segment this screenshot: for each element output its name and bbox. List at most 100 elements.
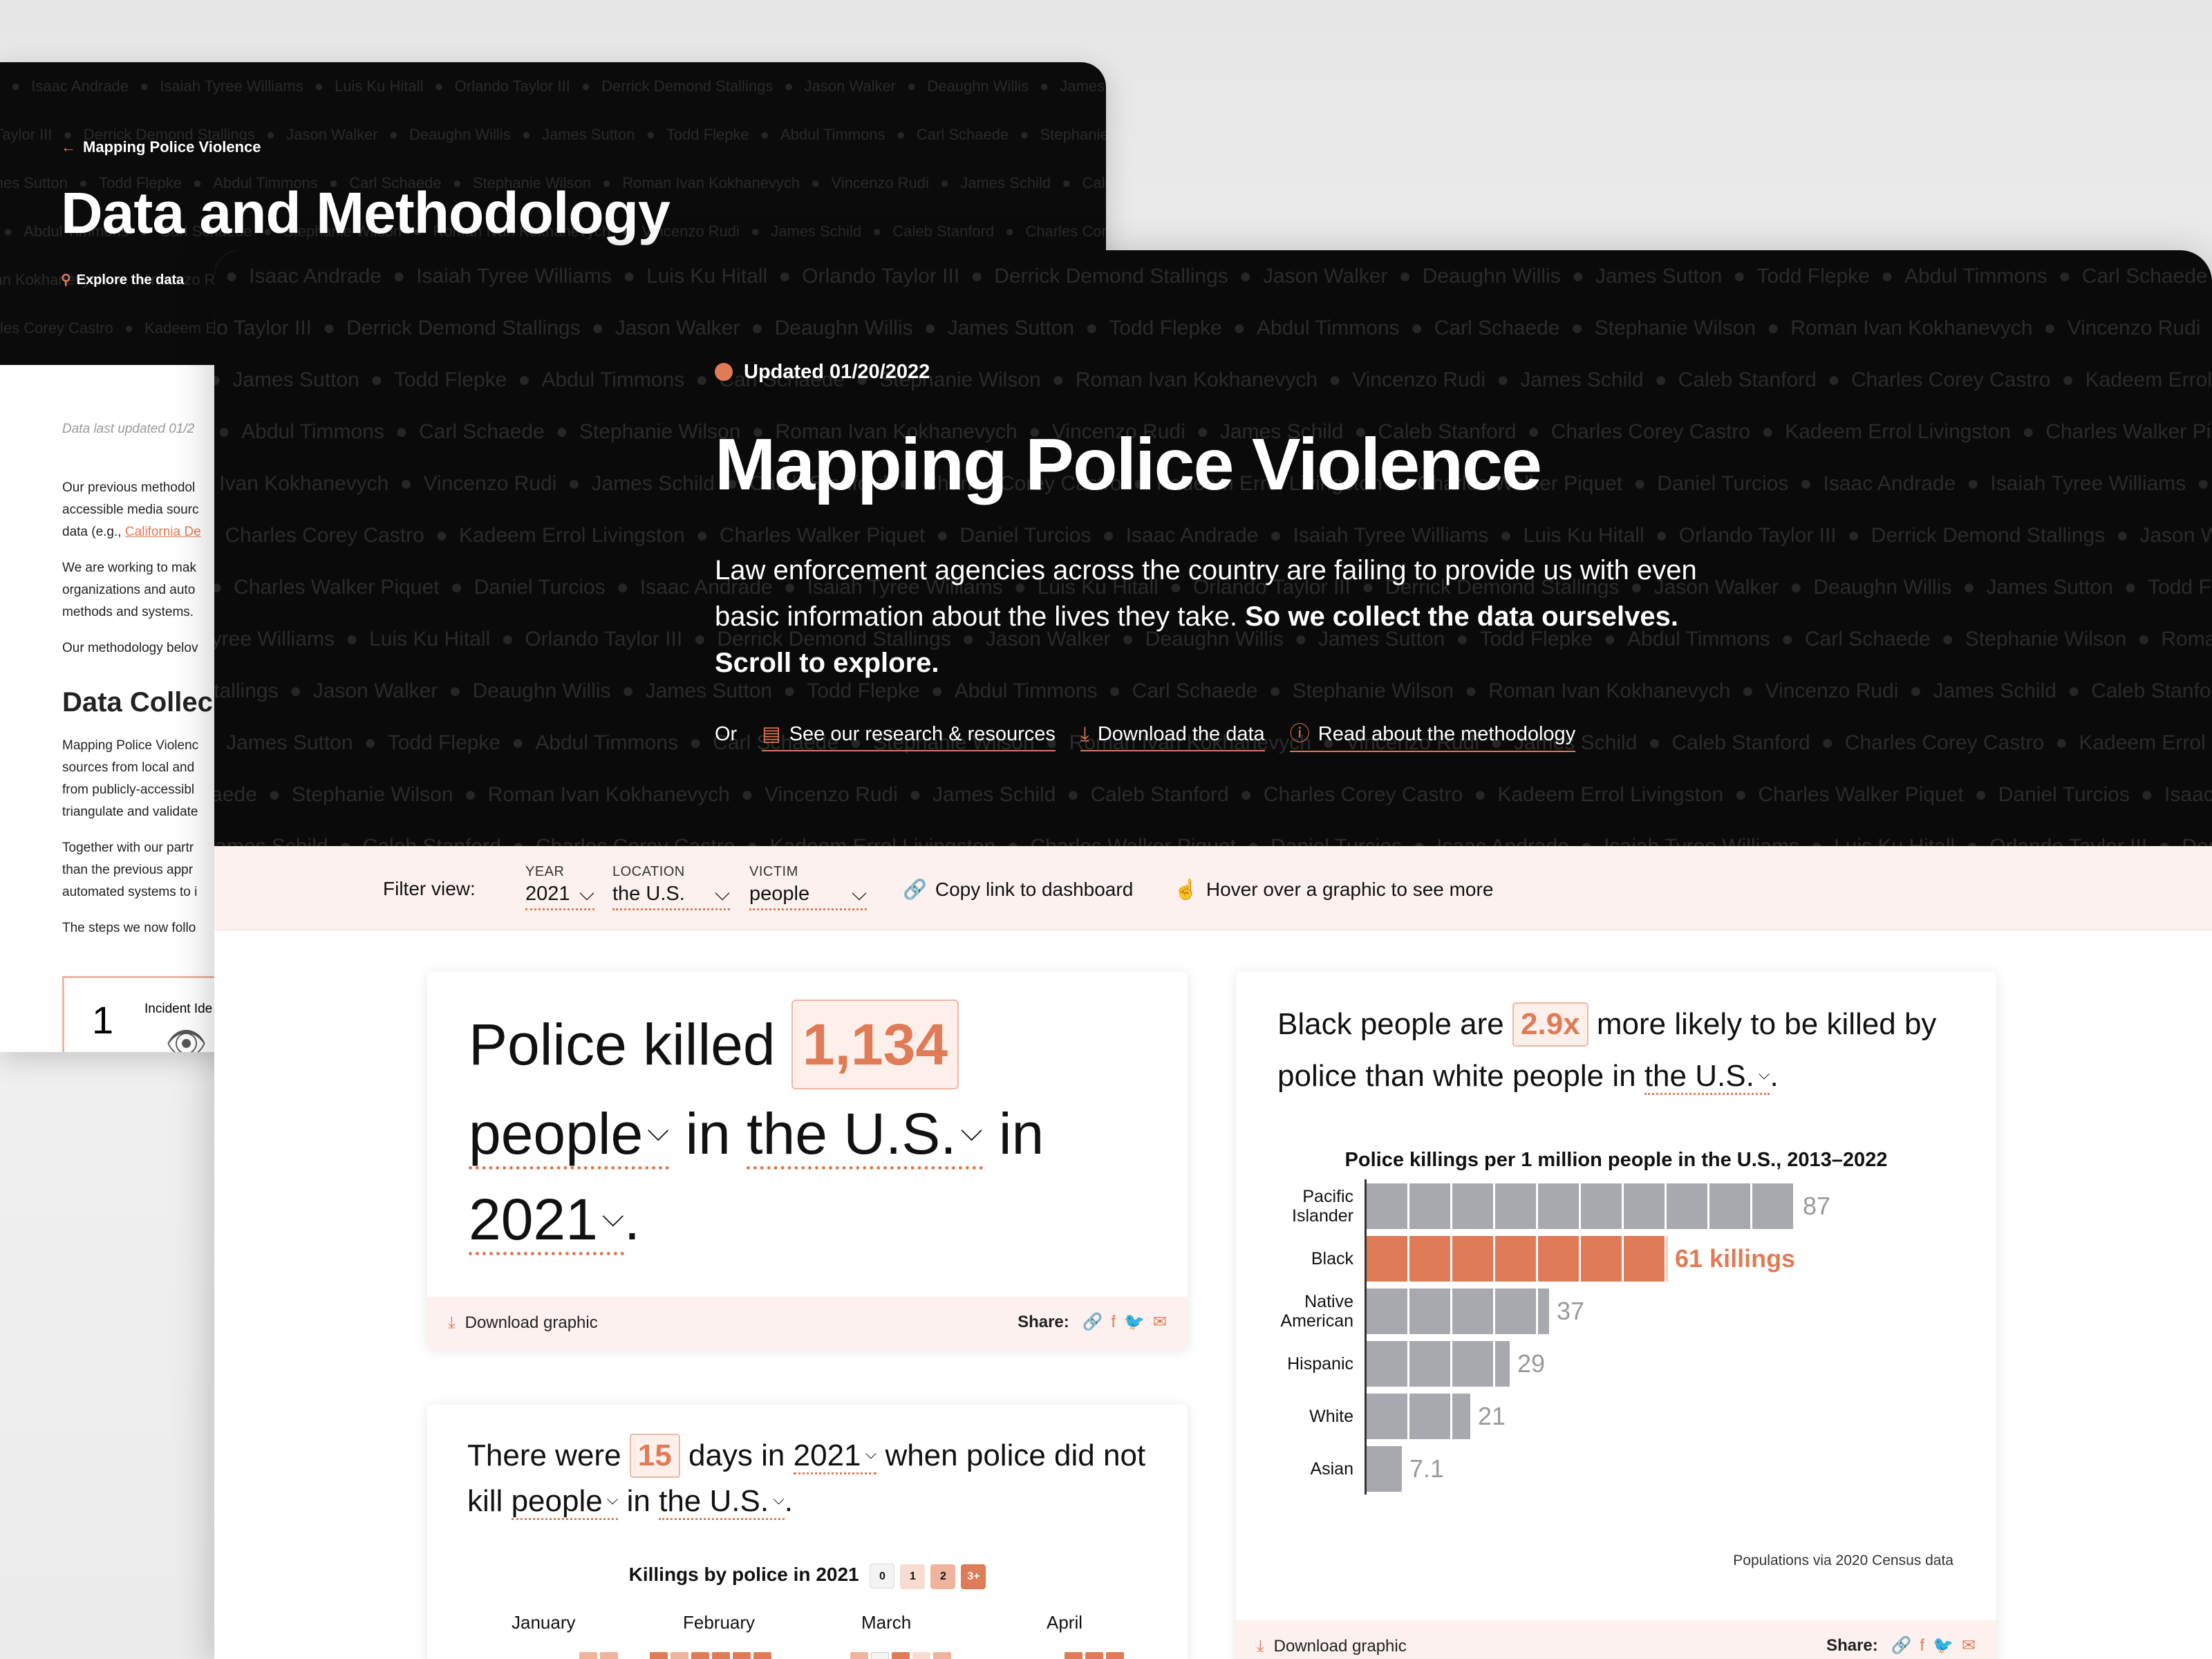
year-select[interactable]: YEAR 2021 ⌵ [525,864,594,910]
link-icon[interactable]: 🔗 [1082,1313,1103,1331]
twitter-icon[interactable]: 🐦 [1124,1313,1145,1331]
calendar-day[interactable] [650,1652,668,1659]
updated-badge: Updated 01/20/2022 [715,361,930,384]
bar[interactable] [1367,1183,1795,1229]
victim-name: Orlando Taylor III [423,77,570,95]
link-icon[interactable]: 🔗 [1891,1636,1912,1655]
names-row: Abdul TimmonsCarl SchaedeStephanie Wilso… [214,406,2212,458]
victim-name: Vincenzo Rudi [2032,317,2200,339]
victim-select[interactable]: VICTIM people ⌵ [749,864,867,910]
download-icon: ⤓ [448,1313,456,1332]
explore-data-link[interactable]: ⚲ Explore the data [61,272,185,288]
card-footer: ⤓ Download graphic Share: 🔗 f 🐦 ✉ [427,1297,1188,1349]
victim-name: James Schild [929,174,1051,191]
victim-inline-select[interactable]: people ⌵ [511,1483,619,1520]
year-inline-select[interactable]: 2021 ⌵ [793,1438,877,1474]
victim-name: Charles Corey Castro [888,472,1122,495]
calendar-day[interactable] [933,1652,951,1659]
bar[interactable] [1367,1446,1402,1492]
days-statement: There were 15 days in 2021 ⌵ when police … [467,1432,1159,1523]
download-graphic-button[interactable]: ⤓ Download graphic [448,1313,598,1332]
calendar-day[interactable] [892,1652,910,1659]
download-graphic-button[interactable]: ⤓ Download graphic [1257,1637,1407,1656]
methodology-link[interactable]: ⓘ Read about the methodology [1289,718,1576,752]
victim-name: Charles Corey Castro [1810,731,2045,754]
victim-name: Caleb Stanford [1056,783,1228,806]
victim-name: Orlando Taylor III [1159,576,1351,599]
email-icon[interactable]: ✉ [1961,1636,1976,1655]
legend-item: 0 [870,1564,895,1588]
names-row: Orlando Taylor IIIDerrick Demond Stallin… [0,111,1106,159]
calendar-day[interactable] [691,1652,709,1659]
victim-name: James Sutton [611,679,773,702]
victim-name: Kadeem Errol Livingston [1463,783,1723,806]
calendar-day[interactable] [671,1652,688,1659]
location-inline-select[interactable]: the U.S. ⌵ [1644,1058,1770,1095]
calendar-day[interactable] [1085,1652,1103,1659]
pointer-hand-icon: ☝ [1174,879,1198,900]
breadcrumb-back-link[interactable]: ← Mapping Police Violence [61,138,261,156]
email-icon[interactable]: ✉ [1152,1313,1167,1331]
location-inline-select[interactable]: the U.S. ⌵ [659,1483,785,1520]
victim-name: Abdul Timmons [920,679,1098,702]
victim-name: Roman Ivan Kokhanevych [402,223,610,240]
victim-name: Jason Walker [773,77,896,95]
calendar-day[interactable] [600,1652,618,1659]
research-link[interactable]: ▤ See our research & resources [762,722,1056,751]
year-inline-select[interactable]: 2021 ⌵ [469,1186,624,1255]
copy-link-button[interactable]: 🔗 Copy link to dashboard [903,879,1134,900]
calendar-day[interactable] [871,1652,889,1659]
download-data-link[interactable]: ⤓ Download the data [1080,723,1265,751]
calendar-day[interactable] [912,1652,930,1659]
calendar-day[interactable] [753,1652,771,1659]
bar-value-label: 87 [1803,1192,1831,1220]
victim-name: Abdul Timmons [500,731,678,754]
bar[interactable] [1367,1341,1510,1387]
victim-inline-select[interactable]: people ⌵ [469,1100,670,1170]
location-inline-select[interactable]: the U.S. ⌵ [747,1100,983,1170]
names-row: Caleb StanfordCharles Corey CastroKadeem… [214,509,2212,561]
victim-name: Stephanie Wilson [2208,265,2212,288]
victim-name: Vincenzo Rudi [730,783,898,806]
facebook-icon[interactable]: f [1111,1313,1116,1331]
victim-name: Abdul Timmons [1222,317,1400,339]
legend-item: 3+ [961,1564,986,1589]
victim-name: Vincenzo Rudi [1318,368,1485,391]
calendar-day[interactable] [1106,1652,1124,1659]
victim-name: Stephanie Wilson [1931,628,2127,650]
victim-name: Orlando Taylor III [0,126,52,143]
victim-name: Caleb Stanford [328,835,501,846]
bar-category-label: Hispanic [1287,1354,1353,1374]
victim-name: Deaughn Willis [896,77,1029,95]
calendar-day[interactable] [579,1652,597,1659]
victim-name: Daniel Turcios [439,576,605,599]
methodology-title: Data and Methodology [61,180,671,245]
legend-item: 1 [900,1564,926,1589]
paragraph: Our previous methodol accessible media s… [62,480,201,539]
bar[interactable] [1367,1236,1667,1282]
victim-name: James Sutton [1029,77,1106,95]
bar[interactable] [1367,1288,1549,1334]
bar[interactable] [1367,1394,1470,1439]
california-link[interactable]: California De [124,525,201,539]
calendar-day[interactable] [850,1652,868,1659]
methodology-body: Data last updated 01/2 Our previous meth… [62,422,242,953]
dashboard-window: Isaac AndradeIsaiah Tyree WilliamsLuis K… [214,250,2212,1659]
twitter-icon[interactable]: 🐦 [1933,1636,1953,1655]
victim-name: Luis Ku Hitall [1003,576,1159,599]
victim-name: Charles Corey Castro [1229,783,1463,806]
location-select[interactable]: LOCATION the U.S. ⌵ [612,864,730,910]
download-icon: ⤓ [1080,723,1089,745]
facebook-icon[interactable]: f [1920,1636,1924,1655]
bar-category-label: White [1309,1407,1353,1426]
victim-name: Orlando Taylor III [1955,835,2147,846]
victim-name: Orlando Taylor III [214,317,312,339]
calendar-day[interactable] [1065,1652,1082,1659]
victim-name: Carl Schaede [1770,628,1931,650]
victim-name: Carl Schaede [684,368,845,391]
victim-name: Charles Walker Piquet [214,576,439,599]
calendar-day[interactable] [712,1652,730,1659]
step-card: 1 Incident Ide 👁 [62,976,242,1052]
victim-name: Abdul Timmons [1870,265,2047,288]
calendar-day[interactable] [733,1652,751,1659]
